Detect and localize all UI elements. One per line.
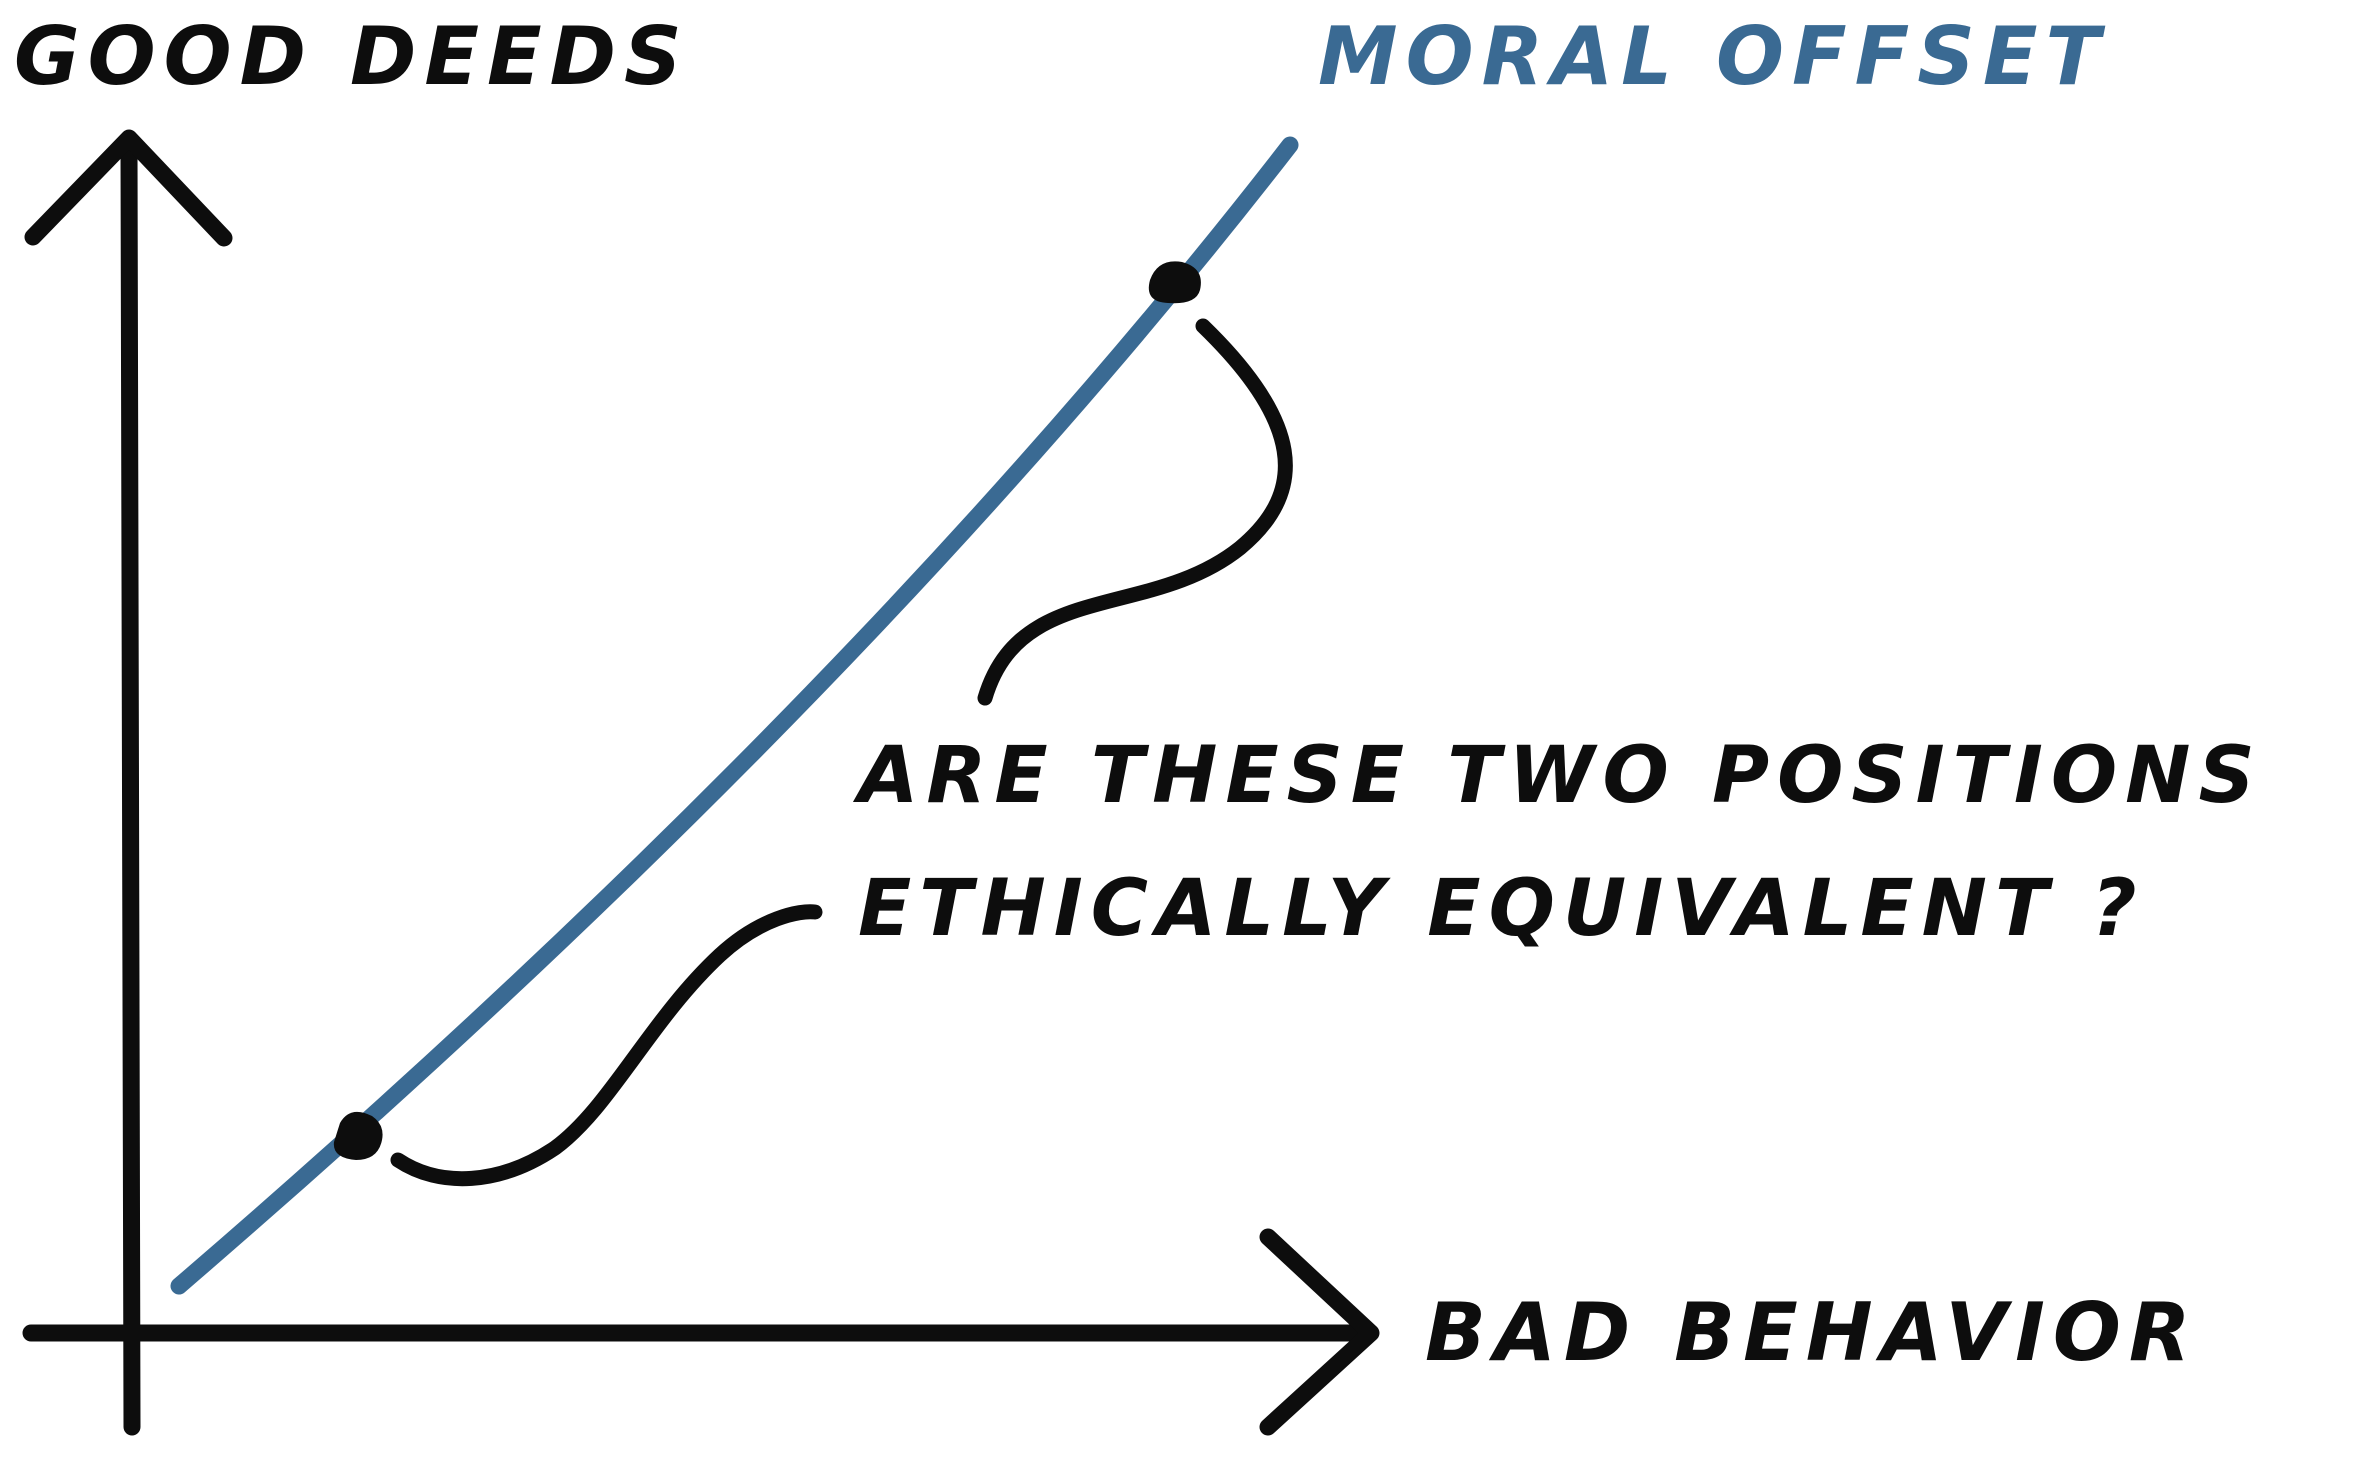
question-line-1: ARE THESE TWO POSITIONS: [852, 731, 2263, 821]
x-axis: [22, 1228, 1380, 1436]
connector-lower: [390, 904, 823, 1187]
y-axis-line: [120, 139, 141, 1436]
moral-offset-curve: [170, 136, 1299, 1295]
position-marker-upper: [1148, 261, 1201, 304]
connector-upper: [977, 318, 1293, 706]
question-connectors: [390, 318, 1293, 1187]
x-axis-label: BAD BEHAVIOR: [1425, 1286, 2199, 1379]
y-axis-label: GOOD DEEDS: [14, 10, 690, 103]
y-axis: [24, 129, 233, 1436]
position-marker-lower: [333, 1111, 383, 1160]
y-axis-arrowhead: [24, 129, 233, 247]
x-axis-arrowhead: [1259, 1228, 1380, 1436]
curve-label: MORAL OFFSET: [1318, 10, 2108, 103]
question-line-2: ETHICALLY EQUIVALENT ?: [858, 864, 2145, 954]
